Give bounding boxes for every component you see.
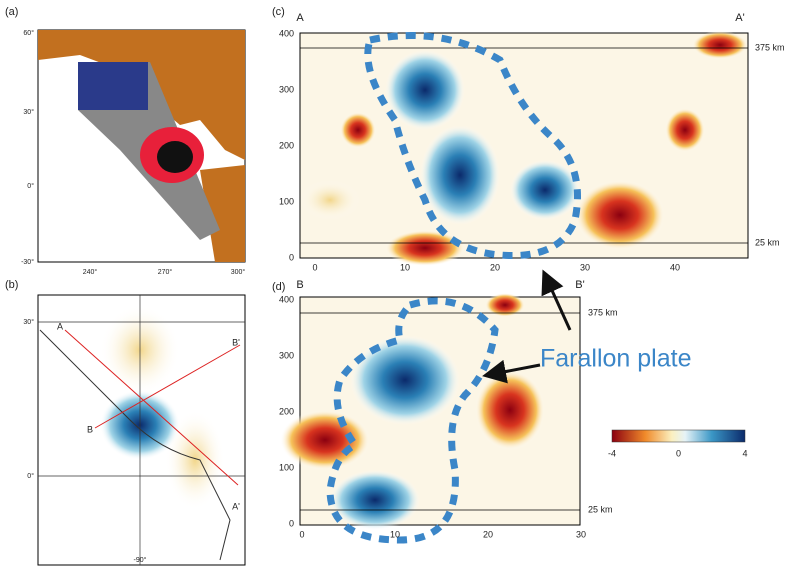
depth-label: 25 km [588, 504, 613, 514]
x-tick-label: 0 [312, 262, 317, 272]
x-tick-label: 0 [299, 529, 304, 539]
x-tick-label: -90° [134, 556, 147, 564]
y-tick-label: 30° [23, 108, 34, 116]
depth-label: 375 km [755, 42, 785, 52]
section-point: B [87, 424, 93, 434]
section-end: B' [575, 279, 584, 291]
y-tick-label: 400 [279, 28, 294, 38]
y-tick-label: 30° [23, 318, 34, 326]
annotation: Farallon plate [540, 345, 691, 373]
section-end: B [296, 279, 303, 291]
x-tick-label: 40 [670, 262, 680, 272]
panel-label: (b) [5, 279, 18, 291]
y-tick-label: 200 [279, 406, 294, 416]
x-tick-label: 30 [580, 262, 590, 272]
y-tick-label: 0 [289, 518, 294, 528]
arrow [541, 269, 572, 331]
section-point: A [57, 321, 63, 331]
section-point: A' [232, 501, 240, 511]
colorbar-tick: 4 [742, 448, 747, 458]
x-tick-label: 10 [390, 529, 400, 539]
y-tick-label: 60° [23, 29, 34, 37]
y-tick-label: 0 [289, 252, 294, 262]
x-tick-label: 10 [400, 262, 410, 272]
y-tick-label: 0° [27, 472, 34, 480]
x-tick-label: 20 [483, 529, 493, 539]
depth-label: 375 km [588, 307, 618, 317]
panel-a-map [37, 29, 246, 263]
x-tick-label: 270° [158, 268, 173, 276]
y-tick-label: -30° [21, 258, 34, 266]
colorbar-tick: -4 [608, 448, 616, 458]
x-tick-label: 300° [231, 268, 246, 276]
y-tick-label: 0° [27, 182, 34, 190]
y-tick-label: 300 [279, 84, 294, 94]
section-end: A [296, 12, 304, 24]
panel-b-map [37, 294, 246, 566]
x-tick-label: 30 [576, 529, 586, 539]
colorbar [611, 429, 746, 443]
x-tick-label: 20 [490, 262, 500, 272]
section-point: B' [232, 337, 240, 347]
y-tick-label: 300 [279, 350, 294, 360]
y-tick-label: 400 [279, 294, 294, 304]
panel-c-section [299, 31, 749, 266]
panel-label: (c) [272, 6, 285, 18]
panel-d-section [280, 293, 581, 544]
y-tick-label: 100 [279, 196, 294, 206]
section-end: A' [735, 12, 744, 24]
panel-label: (a) [5, 6, 18, 18]
panel-label: (d) [272, 281, 285, 293]
arrow [482, 359, 541, 384]
y-tick-label: 200 [279, 140, 294, 150]
depth-label: 25 km [755, 237, 780, 247]
colorbar-tick: 0 [676, 448, 681, 458]
y-tick-label: 100 [279, 462, 294, 472]
x-tick-label: 240° [83, 268, 98, 276]
